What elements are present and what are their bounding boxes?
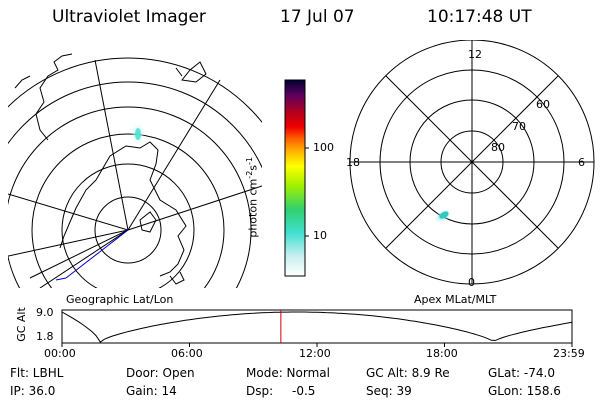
timeline-xtick-0: 00:00: [44, 347, 76, 360]
mlt-label-0: 0: [468, 276, 475, 289]
timeline-ytick-bottom: 1.8: [36, 330, 54, 343]
date-label: 17 Jul 07: [280, 7, 355, 27]
geographic-map: [8, 53, 262, 288]
mlt-label-6: 6: [578, 156, 585, 169]
altitude-curve: [61, 311, 573, 343]
status-door: Door: Open: [126, 366, 195, 380]
status-ip: IP: 36.0: [10, 384, 56, 398]
lat-label-80: 80: [491, 141, 505, 154]
instrument-title: Ultraviolet Imager: [52, 7, 206, 27]
mlt-label-12: 12: [468, 48, 482, 61]
timeline-xtick-4: 23:59: [553, 347, 585, 360]
status-gc-alt: GC Alt: 8.9 Re: [366, 366, 450, 380]
timeline-ytick-top: 9.0: [36, 306, 54, 319]
timeline-ylabel: GC Alt: [14, 307, 28, 342]
status-flt: Flt: LBHL: [10, 366, 64, 380]
status-dsp-label: Dsp:: [246, 384, 274, 398]
timeline-xtick-3: 18:00: [426, 347, 458, 360]
apex-panel-label: Apex MLat/MLT: [414, 293, 497, 306]
lat-label-60: 60: [536, 98, 550, 111]
colorbar: [284, 79, 309, 277]
mlt-label-18: 18: [346, 156, 360, 169]
colorbar-unit-label: photon cm-2s-1: [245, 156, 260, 238]
status-seq: Seq: 39: [366, 384, 412, 398]
status-dsp-value: -0.5: [292, 384, 316, 398]
apex-polar-plot: [349, 40, 595, 285]
colorbar-tick-100: 100: [313, 141, 334, 154]
status-glon: GLon: 158.6: [488, 384, 561, 398]
lat-label-70: 70: [512, 120, 526, 133]
status-gain: Gain: 14: [126, 384, 177, 398]
colorbar-tick-10: 10: [313, 229, 327, 242]
status-mode: Mode: Normal: [246, 366, 330, 380]
trace-line: [65, 229, 129, 279]
time-label: 10:17:48 UT: [427, 7, 532, 27]
geo-panel-label: Geographic Lat/Lon: [66, 293, 174, 306]
timeline-xtick-1: 06:00: [171, 347, 203, 360]
timeline-xtick-2: 12:00: [299, 347, 331, 360]
altitude-timeline: [61, 309, 573, 347]
status-glat: GLat: -74.0: [488, 366, 555, 380]
